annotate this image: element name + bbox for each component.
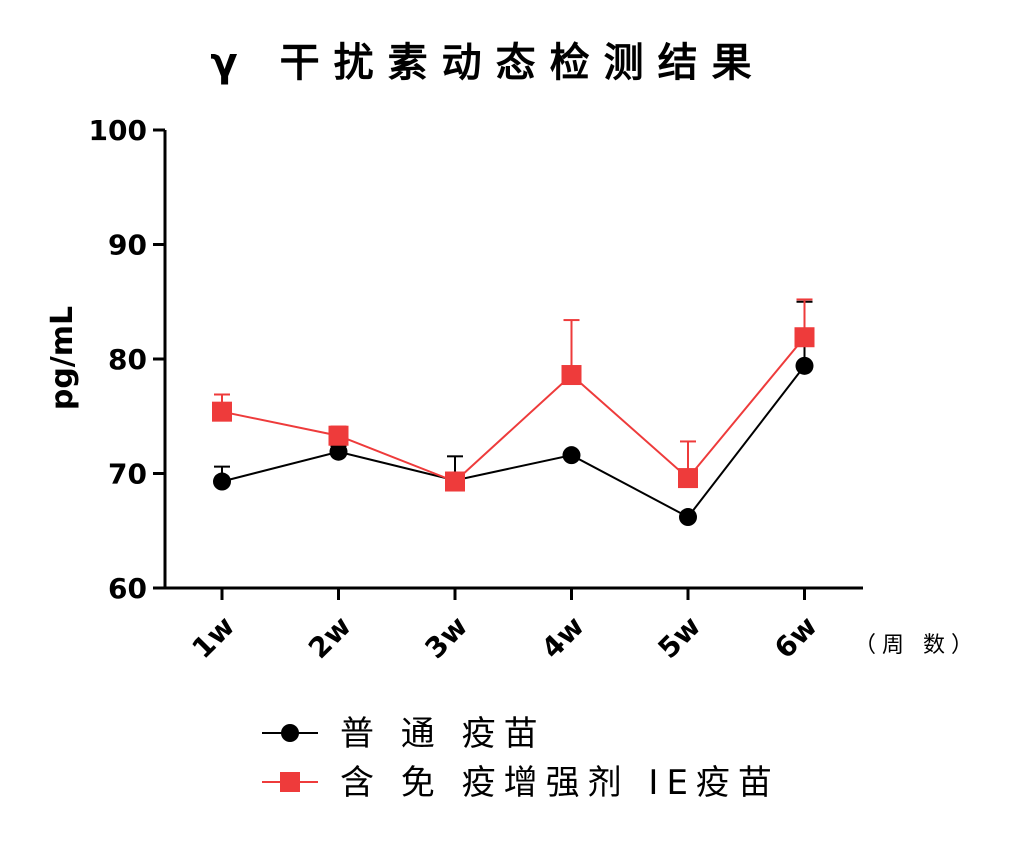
x-unit-note: （周 数） bbox=[854, 633, 979, 658]
data-point bbox=[213, 472, 231, 491]
data-point bbox=[329, 442, 348, 461]
y-tick-label: 100 bbox=[89, 114, 147, 147]
data-point bbox=[679, 508, 697, 527]
y-tick-label: 80 bbox=[108, 343, 147, 376]
x-ticks: 1w 2w 3w 4w 5w 6w bbox=[186, 588, 823, 665]
data-point bbox=[794, 327, 815, 348]
legend-label: 普 通 疫苗 bbox=[340, 714, 546, 754]
x-tick-label: 1w bbox=[186, 610, 241, 665]
y-ticks: 60 70 80 90 100 bbox=[89, 114, 165, 605]
data-point bbox=[795, 356, 814, 375]
y-tick-label: 90 bbox=[108, 229, 147, 262]
data-point bbox=[212, 401, 232, 422]
legend-marker bbox=[281, 724, 299, 742]
series-line bbox=[221, 336, 806, 483]
x-tick-label: 3w bbox=[419, 610, 474, 665]
legend: 普 通 疫苗含 免 疫增强剂 IE疫苗 bbox=[262, 714, 780, 803]
series-1 bbox=[212, 298, 815, 492]
series-layer bbox=[212, 298, 815, 527]
x-tick-label: 2w bbox=[302, 610, 357, 665]
y-tick-label: 70 bbox=[108, 458, 147, 491]
data-point bbox=[561, 365, 582, 386]
series-line bbox=[221, 365, 806, 519]
x-tick-label: 5w bbox=[652, 610, 707, 665]
data-point bbox=[445, 471, 465, 492]
series-0 bbox=[213, 300, 814, 527]
data-point bbox=[562, 446, 581, 465]
y-axis-label: pg/mL bbox=[45, 306, 80, 410]
x-tick-label: 6w bbox=[768, 610, 823, 665]
chart-title: γ 干扰素动态检测结果 bbox=[210, 40, 765, 86]
data-point bbox=[678, 468, 698, 489]
y-tick-label: 60 bbox=[108, 572, 147, 605]
x-tick-label: 4w bbox=[535, 610, 590, 665]
data-point bbox=[328, 425, 349, 446]
legend-label: 含 免 疫增强剂 IE疫苗 bbox=[340, 763, 780, 803]
axes bbox=[163, 130, 863, 590]
legend-marker bbox=[280, 772, 300, 792]
